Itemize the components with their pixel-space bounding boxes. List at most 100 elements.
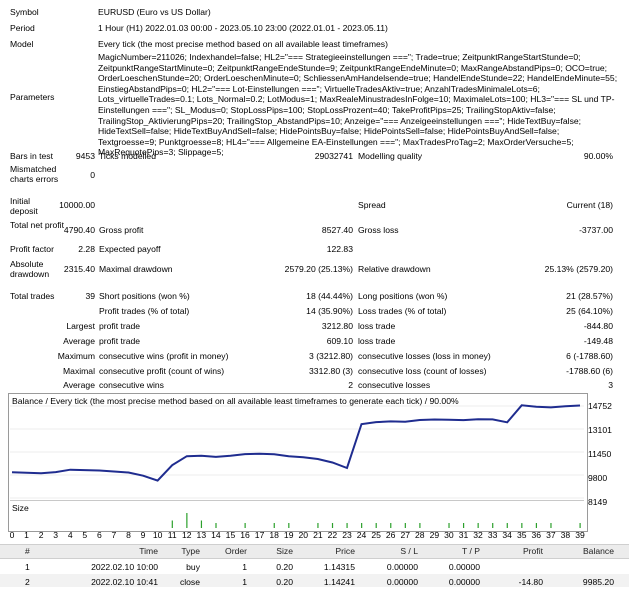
grossprofit-label: Gross profit [99, 225, 144, 235]
volume-bar [186, 513, 188, 528]
volume-bar [288, 523, 290, 528]
max-wins-value: 3 (3212.80) [309, 351, 353, 361]
col-header-number[interactable]: # [25, 546, 30, 556]
netprofit-value: 4790.40 [63, 225, 95, 235]
volume-bar [346, 523, 348, 528]
mismatch-value: 0 [90, 170, 95, 180]
symbol-value: EURUSD (Euro vs US Dollar) [98, 7, 211, 17]
average-label: Average [63, 336, 95, 346]
x-tick-label: 7 [111, 530, 117, 540]
x-tick-label: 9 [140, 530, 146, 540]
quality-value: 90.00% [583, 151, 613, 161]
spread-label: Spread [358, 200, 386, 210]
col-header-tp[interactable]: T / P [462, 546, 480, 556]
max-losses-label: consecutive losses (loss in money) [358, 351, 491, 361]
x-tick-label: 35 [516, 530, 527, 540]
largest-loss-value: -844.80 [583, 321, 613, 331]
maxl-loss-label: consecutive loss (count of losses) [358, 366, 487, 376]
short-label: Short positions (won %) [99, 291, 190, 301]
bars-label: Bars in test [10, 151, 53, 161]
chart-title: Balance / Every tick (the most precise m… [12, 396, 459, 406]
cell-price: 1.14241 [323, 577, 355, 587]
max-losses-value: 6 (-1788.60) [566, 351, 613, 361]
parameters-label: Parameters [10, 92, 55, 102]
payoff-label: Expected payoff [99, 244, 161, 254]
cell-size: 0.20 [276, 577, 293, 587]
col-header-sl[interactable]: S / L [400, 546, 418, 556]
chart-separator [10, 500, 584, 501]
x-tick-label: 5 [82, 530, 88, 540]
col-header-balance[interactable]: Balance [582, 546, 614, 556]
volume-bar [462, 523, 465, 528]
ltrades-label: Loss trades (% of total) [358, 306, 447, 316]
x-tick-label: 28 [415, 530, 425, 540]
cell-size: 0.20 [276, 562, 293, 572]
ticks-label: Ticks modelled [99, 151, 156, 161]
volume-bar [419, 523, 421, 528]
x-tick-label: 27 [400, 530, 410, 540]
x-tick-label: 26 [385, 530, 396, 540]
col-header-size[interactable]: Size [276, 546, 293, 556]
avg-losses-label: consecutive losses [358, 380, 431, 390]
x-tick-label: 39 [575, 530, 585, 540]
volume-bar [200, 520, 203, 528]
table-row[interactable]: 2 2022.02.10 10:41 close 1 0.20 1.14241 … [0, 574, 629, 587]
volume-bar [361, 523, 363, 528]
volume-bar [171, 520, 173, 528]
x-tick-label: 16 [240, 530, 250, 540]
x-tick-label: 38 [560, 530, 571, 540]
col-header-order[interactable]: Order [225, 546, 247, 556]
max-wins-label: consecutive wins (profit in money) [99, 351, 229, 361]
x-tick-label: 33 [487, 530, 498, 540]
cell-balance: 9985.20 [582, 577, 614, 587]
ptrades-value: 14 (35.90%) [306, 306, 353, 316]
x-tick-label: 36 [531, 530, 542, 540]
maxl-profit-value: 3312.80 (3) [309, 366, 353, 376]
trades-label: Total trades [10, 291, 55, 301]
x-tick-label: 30 [444, 530, 454, 540]
x-tick-label: 18 [269, 530, 279, 540]
volume-bar [477, 523, 479, 528]
cell-sl: 0.00000 [386, 562, 418, 572]
volume-bar [550, 523, 552, 528]
x-tick-label: 12 [181, 530, 192, 540]
x-tick-label: 10 [152, 530, 163, 540]
col-header-profit[interactable]: Profit [522, 546, 543, 556]
trades-value: 39 [85, 291, 95, 301]
x-tick-label: 2 [38, 530, 44, 540]
x-tick-label: 15 [225, 530, 236, 540]
balance-chart [8, 393, 588, 532]
x-tick-label: 13 [196, 530, 207, 540]
volume-bar [215, 523, 217, 528]
x-tick-label: 6 [96, 530, 102, 540]
model-value: Every tick (the most precise method base… [98, 39, 388, 49]
largest-profit-value: 3212.80 [321, 321, 353, 331]
mismatch-label: Mismatched charts errors [10, 164, 59, 184]
x-tick-label: 4 [67, 530, 73, 540]
quality-label: Modelling quality [358, 151, 423, 161]
x-tick-label: 0 [9, 530, 15, 540]
long-value: 21 (28.57%) [566, 291, 613, 301]
col-header-type[interactable]: Type [181, 546, 200, 556]
largest-label: Largest [66, 321, 95, 331]
reldd-label: Relative drawdown [358, 264, 431, 274]
col-header-price[interactable]: Price [335, 546, 355, 556]
x-tick-label: 19 [283, 530, 294, 540]
maxl-loss-value: -1788.60 (6) [566, 366, 613, 376]
col-header-time[interactable]: Time [139, 546, 158, 556]
balance-line-svg [10, 404, 584, 499]
deposit-label: Initial deposit [10, 196, 38, 216]
pf-label: Profit factor [10, 244, 54, 254]
x-tick-label: 21 [313, 530, 323, 540]
x-tick-label: 3 [53, 530, 59, 540]
payoff-value: 122.83 [326, 244, 353, 254]
volume-bar [331, 523, 334, 528]
absdd-value: 2315.40 [63, 264, 95, 274]
volume-bar [273, 523, 275, 528]
cell-profit: -14.80 [518, 577, 543, 587]
x-tick-label: 1 [24, 530, 29, 540]
cell-price: 1.14315 [323, 562, 355, 572]
deposit-value: 10000.00 [59, 200, 95, 210]
maximum-label: Maximum [57, 351, 95, 361]
grossprofit-value: 8527.40 [321, 225, 353, 235]
